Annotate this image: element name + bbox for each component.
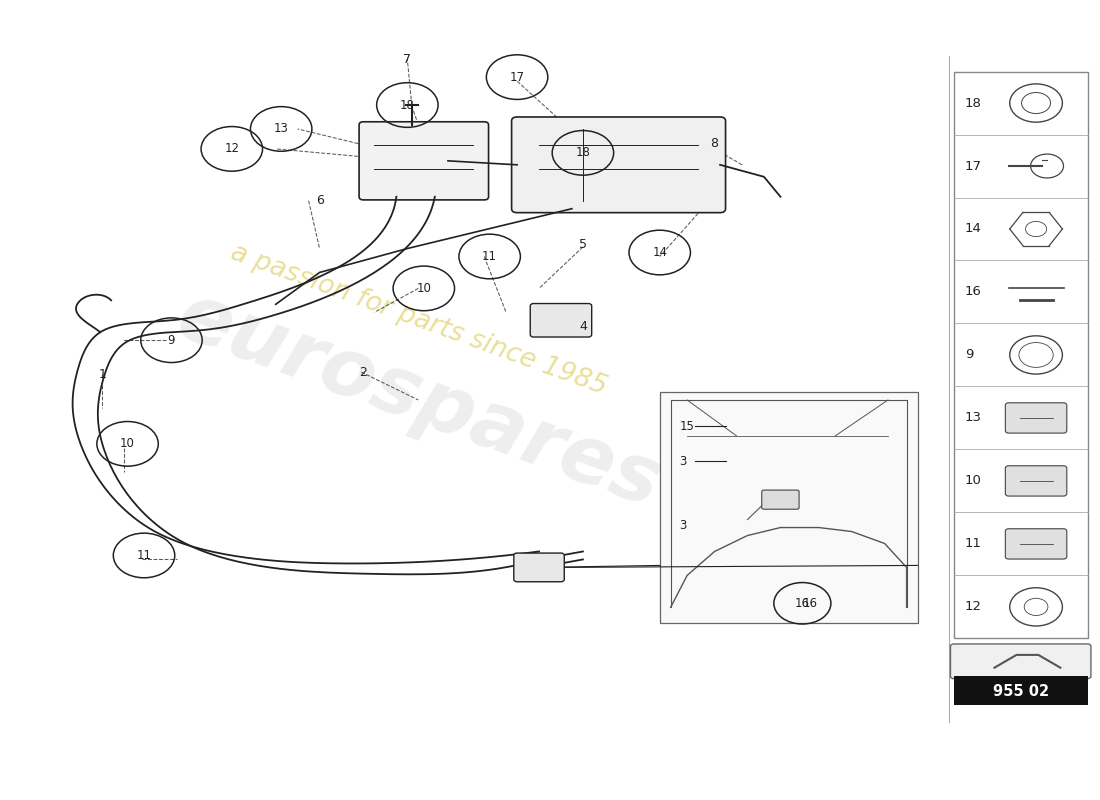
Text: 15: 15 <box>680 420 694 433</box>
Text: 11: 11 <box>482 250 497 263</box>
Text: 7: 7 <box>404 53 411 66</box>
FancyBboxPatch shape <box>1005 466 1067 496</box>
Text: 12: 12 <box>224 142 240 155</box>
FancyBboxPatch shape <box>1005 529 1067 559</box>
Text: 16: 16 <box>802 597 817 610</box>
Text: 13: 13 <box>965 411 981 425</box>
Text: 16: 16 <box>795 597 810 610</box>
Text: 18: 18 <box>400 98 415 111</box>
Text: 8: 8 <box>711 137 718 150</box>
Text: 5: 5 <box>579 238 587 251</box>
FancyBboxPatch shape <box>514 553 564 582</box>
Text: 9: 9 <box>167 334 175 346</box>
FancyBboxPatch shape <box>1005 402 1067 433</box>
Text: 9: 9 <box>965 349 974 362</box>
FancyBboxPatch shape <box>512 117 726 213</box>
FancyBboxPatch shape <box>762 490 799 510</box>
Text: 14: 14 <box>965 222 981 235</box>
Text: 10: 10 <box>965 474 981 487</box>
Text: a passion for parts since 1985: a passion for parts since 1985 <box>227 240 611 401</box>
Text: 3: 3 <box>680 455 686 468</box>
Text: 18: 18 <box>965 97 981 110</box>
FancyBboxPatch shape <box>950 644 1091 678</box>
Text: 14: 14 <box>652 246 668 259</box>
Text: 1: 1 <box>98 368 107 381</box>
Text: 6: 6 <box>316 194 323 207</box>
FancyBboxPatch shape <box>530 303 592 337</box>
FancyBboxPatch shape <box>954 71 1088 638</box>
Text: 2: 2 <box>360 366 367 378</box>
Text: 10: 10 <box>417 282 431 295</box>
Text: 955 02: 955 02 <box>992 684 1048 698</box>
Text: 4: 4 <box>579 320 587 333</box>
Text: 11: 11 <box>965 538 981 550</box>
Text: 16: 16 <box>965 286 981 298</box>
Text: 18: 18 <box>575 146 591 159</box>
Text: 10: 10 <box>120 438 135 450</box>
Text: 3: 3 <box>680 519 686 533</box>
Text: 12: 12 <box>965 600 981 614</box>
Text: 13: 13 <box>274 122 288 135</box>
FancyBboxPatch shape <box>359 122 488 200</box>
Text: 17: 17 <box>965 159 981 173</box>
Text: 17: 17 <box>509 70 525 84</box>
Text: eurospares: eurospares <box>166 276 671 524</box>
FancyBboxPatch shape <box>660 392 917 623</box>
Text: 11: 11 <box>136 549 152 562</box>
FancyBboxPatch shape <box>954 676 1088 705</box>
